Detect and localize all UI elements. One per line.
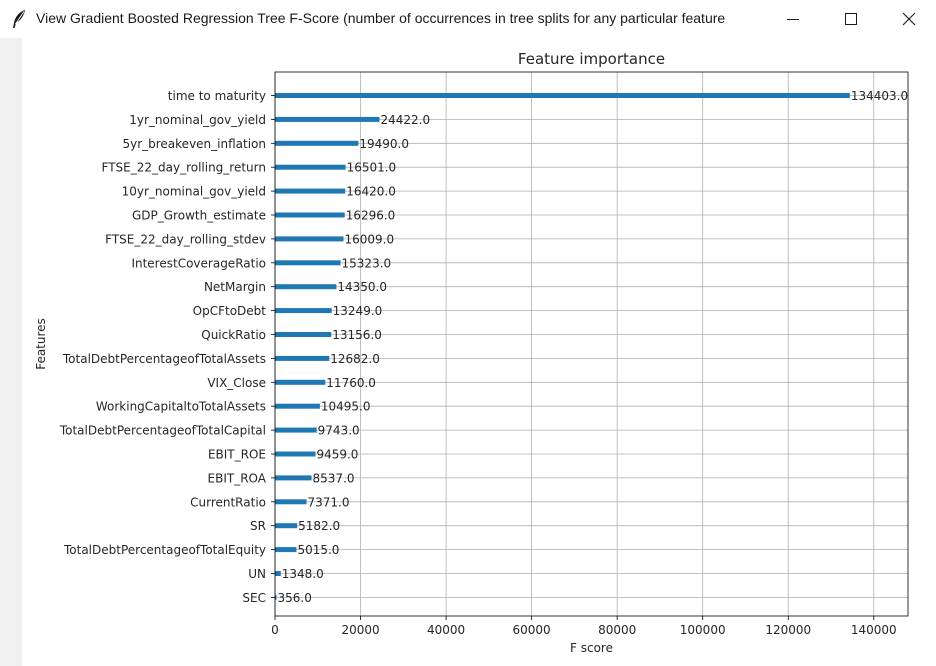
category-label: TotalDebtPercentageofTotalEquity: [63, 543, 266, 557]
category-label: VIX_Close: [207, 376, 266, 390]
y-axis-label: Features: [34, 318, 48, 370]
category-label: UN: [248, 567, 266, 581]
value-label: 9743.0: [318, 424, 360, 438]
maximize-button[interactable]: [822, 0, 880, 38]
chart-canvas: 0 20000 40000 60000 80000 100000 120000 140000 t…: [22, 38, 936, 666]
bar: [275, 308, 332, 314]
bar: [275, 475, 312, 481]
category-label: TotalDebtPercentageofTotalAssets: [62, 352, 266, 366]
value-label: 7371.0: [308, 495, 350, 509]
value-label: 356.0: [278, 591, 312, 605]
bar: [275, 116, 380, 122]
value-label: 19490.0: [359, 137, 409, 151]
category-label: SEC: [242, 591, 266, 605]
bar: [275, 260, 341, 266]
close-icon: [902, 12, 916, 26]
bar: [275, 379, 326, 385]
category-label: EBIT_ROE: [208, 448, 266, 462]
category-label: QuickRatio: [201, 328, 266, 342]
category-label: OpCFtoDebt: [193, 304, 267, 318]
bar: [275, 499, 307, 505]
value-label: 8537.0: [313, 471, 355, 485]
bar: [275, 547, 297, 553]
bar: [275, 403, 320, 409]
category-label: WorkingCapitaltoTotalAssets: [96, 400, 266, 414]
category-label: InterestCoverageRatio: [131, 256, 266, 270]
bar: [275, 427, 317, 433]
x-tick-label: 80000: [598, 623, 636, 637]
value-label: 16501.0: [347, 161, 397, 175]
value-label: 16009.0: [344, 232, 394, 246]
value-label: 1348.0: [282, 567, 324, 581]
value-label: 16420.0: [346, 185, 396, 199]
minimize-icon: [787, 19, 799, 20]
x-tick-label: 140000: [851, 623, 897, 637]
value-label: 13156.0: [332, 328, 382, 342]
category-label: TotalDebtPercentageofTotalCapital: [59, 424, 266, 438]
bar: [275, 212, 345, 218]
category-label: 5yr_breakeven_inflation: [122, 137, 266, 151]
value-label: 11760.0: [326, 376, 376, 390]
bar: [275, 188, 346, 194]
bar: [275, 523, 298, 529]
axes-frame: [274, 71, 909, 617]
category-label: SR: [250, 519, 266, 533]
bar: [275, 594, 277, 600]
grid: [274, 72, 908, 616]
ticks: 0 20000 40000 60000 80000 100000 120000 140000 t…: [59, 89, 908, 637]
category-label: FTSE_22_day_rolling_return: [102, 161, 267, 175]
value-label: 10495.0: [321, 400, 371, 414]
category-label: NetMargin: [204, 280, 266, 294]
bar: [275, 451, 316, 457]
category-label: EBIT_ROA: [208, 471, 267, 485]
value-label: 16296.0: [346, 209, 396, 223]
value-label: 9459.0: [316, 448, 358, 462]
bar: [275, 93, 850, 98]
value-label: 12682.0: [330, 352, 380, 366]
bar: [275, 140, 359, 146]
title-bar: View Gradient Boosted Regression Tree F-…: [0, 0, 936, 38]
x-axis-label: F score: [570, 641, 613, 655]
category-label: GDP_Growth_estimate: [132, 209, 266, 223]
value-label: 14350.0: [337, 280, 387, 294]
category-label: 10yr_nominal_gov_yield: [122, 185, 266, 199]
category-label: 1yr_nominal_gov_yield: [129, 113, 266, 127]
value-label: 13249.0: [333, 304, 383, 318]
category-label: CurrentRatio: [190, 495, 266, 509]
bar: [275, 355, 330, 361]
x-tick-label: 40000: [427, 623, 465, 637]
category-label: time to maturity: [168, 89, 266, 103]
value-label: 15323.0: [342, 256, 392, 270]
x-tick-label: 0: [271, 623, 279, 637]
bar: [275, 164, 346, 170]
x-tick-label: 60000: [513, 623, 551, 637]
value-label: 24422.0: [380, 113, 430, 127]
close-button[interactable]: [880, 0, 936, 38]
bar: [275, 332, 332, 337]
window-title: View Gradient Boosted Regression Tree F-…: [36, 10, 726, 26]
bar: [275, 284, 337, 290]
minimize-button[interactable]: [764, 0, 822, 38]
category-label: FTSE_22_day_rolling_stdev: [105, 232, 266, 246]
feather-icon: [13, 10, 25, 28]
x-tick-label: 20000: [341, 623, 379, 637]
feature-importance-chart: 0 20000 40000 60000 80000 100000 120000 140000 t…: [34, 50, 909, 655]
value-label: 5015.0: [297, 543, 339, 557]
x-tick-label: 120000: [765, 623, 811, 637]
bar: [275, 571, 281, 576]
x-tick-label: 100000: [680, 623, 726, 637]
maximize-icon: [845, 13, 857, 25]
value-label: 134403.0: [851, 89, 908, 103]
value-label: 5182.0: [298, 519, 340, 533]
chart-title: Feature importance: [518, 50, 665, 68]
bar: [275, 236, 344, 242]
bars: [275, 93, 850, 600]
